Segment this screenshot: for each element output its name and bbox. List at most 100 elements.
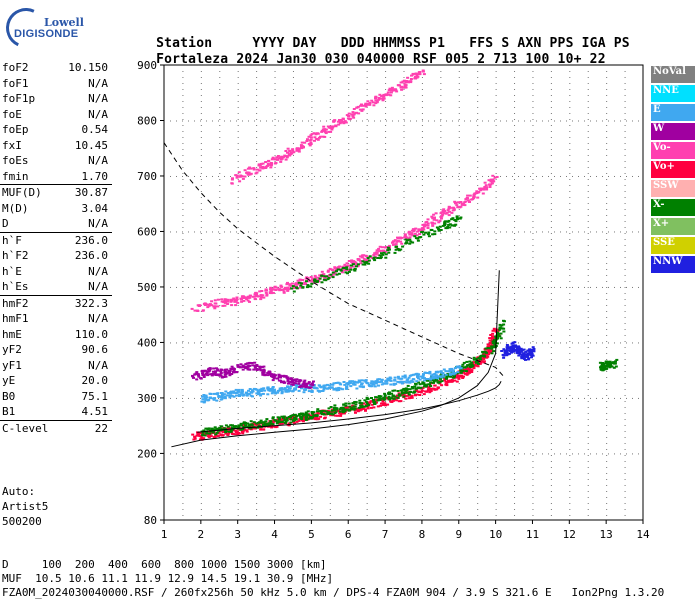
grid-dot bbox=[311, 125, 313, 126]
echo-mark bbox=[418, 383, 422, 386]
grid-dot bbox=[403, 341, 405, 342]
echo-mark bbox=[369, 400, 373, 403]
grid-dot bbox=[495, 215, 497, 216]
echo-mark bbox=[271, 288, 275, 291]
grid-dot bbox=[532, 71, 534, 72]
grid-dot bbox=[495, 275, 497, 276]
echo-mark bbox=[346, 383, 350, 386]
grid-dot bbox=[385, 233, 387, 234]
grid-dot bbox=[434, 286, 435, 288]
grid-dot bbox=[458, 453, 459, 455]
echo-mark bbox=[470, 365, 474, 368]
echo-mark bbox=[282, 416, 285, 419]
grid-dot bbox=[495, 287, 497, 288]
auto-label: Auto: bbox=[2, 485, 36, 498]
echo-mark bbox=[355, 111, 358, 114]
echo-mark bbox=[381, 404, 385, 406]
grid-dot bbox=[314, 453, 315, 455]
echo-mark bbox=[398, 236, 402, 239]
grid-dot bbox=[292, 131, 294, 132]
grid-dot bbox=[514, 413, 516, 414]
grid-dot bbox=[182, 299, 184, 300]
grid-dot bbox=[421, 89, 423, 90]
grid-dot bbox=[572, 397, 573, 399]
grid-dot bbox=[329, 305, 331, 306]
echo-mark bbox=[270, 392, 274, 395]
echo-mark bbox=[377, 247, 381, 250]
grid-dot bbox=[624, 269, 626, 270]
hdr-hhmmss-value: 040000 bbox=[356, 52, 405, 67]
param-value: 4.51 bbox=[81, 405, 109, 418]
grid-dot bbox=[237, 413, 239, 414]
echo-mark bbox=[207, 427, 211, 430]
param-value: 90.6 bbox=[81, 343, 109, 356]
echo-mark bbox=[357, 406, 361, 409]
echo-mark bbox=[448, 370, 452, 373]
echo-mark bbox=[301, 279, 305, 281]
grid-dot bbox=[366, 119, 368, 120]
grid-dot bbox=[624, 89, 626, 90]
grid-dot bbox=[421, 311, 423, 312]
grid-dot bbox=[477, 443, 479, 444]
echo-mark bbox=[491, 342, 495, 345]
echo-mark bbox=[447, 223, 451, 226]
grid-dot bbox=[596, 175, 597, 177]
echo-mark bbox=[269, 286, 273, 289]
echo-mark bbox=[365, 405, 369, 408]
echo-mark bbox=[336, 268, 340, 271]
grid-dot bbox=[566, 286, 567, 288]
echo-mark bbox=[280, 390, 284, 393]
grid-dot bbox=[200, 167, 202, 168]
grid-dot bbox=[495, 437, 497, 438]
echo-mark bbox=[489, 178, 493, 181]
grid-dot bbox=[532, 371, 534, 372]
param-value: N/A bbox=[88, 280, 108, 293]
grid-dot bbox=[500, 175, 501, 177]
grid-dot bbox=[403, 485, 405, 486]
grid-dot bbox=[569, 197, 571, 198]
echo-mark bbox=[193, 309, 197, 312]
grid-dot bbox=[514, 113, 516, 114]
grid-dot bbox=[292, 263, 294, 264]
grid-dot bbox=[403, 227, 405, 228]
echo-mark bbox=[439, 215, 443, 218]
echo-mark bbox=[360, 255, 364, 258]
grid-dot bbox=[606, 221, 608, 222]
grid-dot bbox=[608, 175, 609, 177]
grid-dot bbox=[477, 467, 479, 468]
grid-dot bbox=[278, 175, 279, 177]
echo-mark bbox=[393, 251, 397, 254]
grid-dot bbox=[514, 203, 516, 204]
grid-dot bbox=[362, 231, 363, 233]
grid-dot bbox=[572, 231, 573, 233]
grid-dot bbox=[624, 383, 626, 384]
grid-dot bbox=[550, 233, 552, 234]
param-value: N/A bbox=[88, 92, 108, 105]
grid-dot bbox=[550, 353, 552, 354]
grid-dot bbox=[380, 231, 381, 233]
grid-dot bbox=[550, 431, 552, 432]
grid-dot bbox=[200, 347, 202, 348]
grid-dot bbox=[624, 353, 626, 354]
grid-dot bbox=[182, 509, 184, 510]
echo-mark bbox=[234, 431, 238, 434]
grid-dot bbox=[200, 113, 202, 114]
grid-dot bbox=[237, 455, 239, 456]
echo-mark bbox=[352, 382, 355, 385]
grid-dot bbox=[200, 185, 202, 186]
grid-dot bbox=[274, 137, 276, 138]
echo-mark bbox=[345, 266, 349, 269]
echo-mark bbox=[422, 373, 425, 376]
echo-mark bbox=[212, 398, 216, 401]
echo-mark bbox=[388, 376, 392, 379]
grid-dot bbox=[292, 353, 294, 354]
grid-dot bbox=[348, 347, 350, 348]
grid-dot bbox=[366, 191, 368, 192]
echo-mark bbox=[401, 375, 405, 378]
echo-mark bbox=[373, 401, 377, 404]
echo-mark bbox=[500, 327, 504, 330]
grid-dot bbox=[495, 227, 497, 228]
grid-dot bbox=[624, 281, 626, 282]
echo-mark bbox=[433, 222, 437, 225]
grid-dot bbox=[476, 397, 477, 399]
